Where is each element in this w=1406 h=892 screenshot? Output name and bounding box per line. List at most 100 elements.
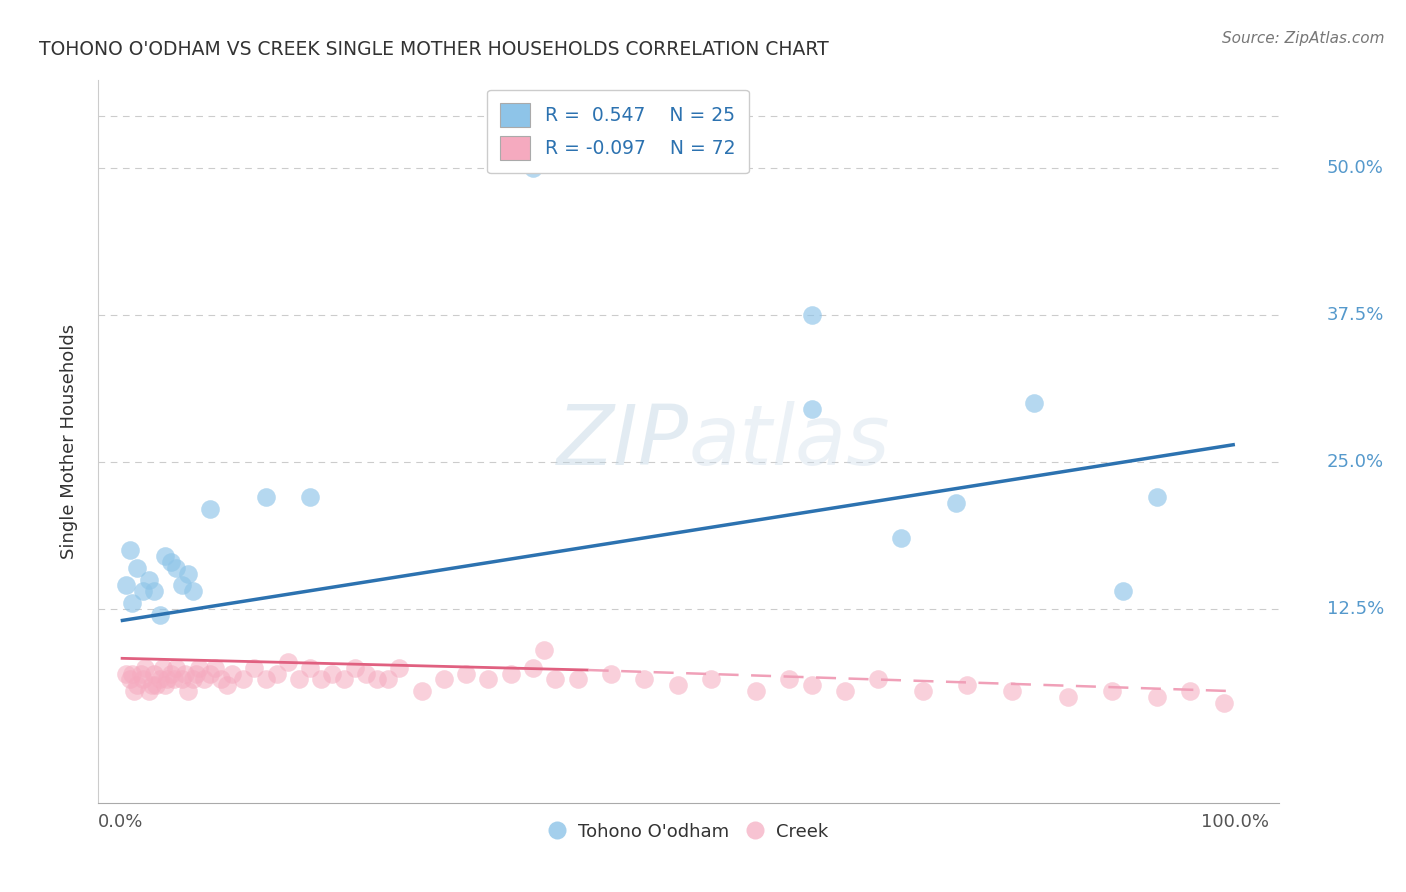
Text: 25.0%: 25.0% — [1327, 453, 1384, 471]
Point — [254, 491, 277, 505]
Point — [522, 661, 544, 675]
Point — [132, 584, 155, 599]
Text: atlas: atlas — [689, 401, 890, 482]
Point — [456, 666, 478, 681]
Point — [181, 673, 204, 687]
Point — [522, 161, 544, 176]
Point — [411, 684, 433, 698]
Point — [198, 666, 221, 681]
Point — [332, 673, 354, 687]
Point — [700, 673, 723, 687]
Text: 12.5%: 12.5% — [1327, 600, 1384, 618]
Point — [1212, 696, 1234, 710]
Point — [477, 673, 499, 687]
Point — [1101, 684, 1123, 698]
Point — [127, 678, 149, 692]
Point — [377, 673, 399, 687]
Point — [1056, 690, 1078, 704]
Point — [388, 661, 411, 675]
Point — [170, 578, 193, 592]
Point — [129, 666, 152, 681]
Point — [567, 673, 589, 687]
Point — [181, 584, 204, 599]
Point — [141, 678, 163, 692]
Point — [138, 573, 160, 587]
Point — [209, 673, 232, 687]
Point — [1112, 584, 1135, 599]
Point — [221, 666, 243, 681]
Point — [800, 678, 823, 692]
Point — [600, 666, 623, 681]
Point — [1024, 396, 1046, 410]
Point — [152, 661, 174, 675]
Point — [834, 684, 856, 698]
Point — [115, 578, 138, 592]
Point — [121, 666, 143, 681]
Point — [243, 661, 266, 675]
Point — [868, 673, 890, 687]
Point — [170, 673, 193, 687]
Point — [321, 666, 343, 681]
Point — [204, 661, 226, 675]
Point — [1001, 684, 1024, 698]
Point — [533, 643, 555, 657]
Point — [160, 666, 183, 681]
Point — [299, 661, 322, 675]
Point — [187, 661, 209, 675]
Point — [121, 596, 143, 610]
Point — [354, 666, 377, 681]
Point — [1146, 690, 1168, 704]
Point — [165, 661, 187, 675]
Point — [1146, 491, 1168, 505]
Point — [145, 678, 167, 692]
Text: 50.0%: 50.0% — [1327, 160, 1384, 178]
Point — [1180, 684, 1202, 698]
Point — [956, 678, 979, 692]
Text: TOHONO O'ODHAM VS CREEK SINGLE MOTHER HOUSEHOLDS CORRELATION CHART: TOHONO O'ODHAM VS CREEK SINGLE MOTHER HO… — [39, 40, 830, 59]
Point — [890, 532, 912, 546]
Point — [911, 684, 934, 698]
Point — [309, 673, 332, 687]
Point — [163, 673, 186, 687]
Point — [232, 673, 254, 687]
Point — [155, 549, 177, 563]
Point — [176, 684, 198, 698]
Point — [254, 673, 277, 687]
Point — [143, 666, 166, 681]
Point — [118, 543, 141, 558]
Point — [138, 684, 160, 698]
Point — [118, 673, 141, 687]
Text: 37.5%: 37.5% — [1327, 306, 1384, 325]
Point — [193, 673, 215, 687]
Point — [132, 673, 155, 687]
Point — [666, 678, 689, 692]
Point — [198, 502, 221, 516]
Point — [499, 666, 522, 681]
Point — [800, 402, 823, 417]
Point — [165, 561, 187, 575]
Point — [122, 684, 145, 698]
Point — [288, 673, 311, 687]
Text: ZIP: ZIP — [557, 401, 689, 482]
Point — [433, 673, 456, 687]
Point — [778, 673, 800, 687]
Point — [544, 673, 567, 687]
Legend: Tohono O'odham, Creek: Tohono O'odham, Creek — [543, 815, 835, 848]
Point — [127, 561, 149, 575]
Point — [134, 661, 156, 675]
Text: Source: ZipAtlas.com: Source: ZipAtlas.com — [1222, 31, 1385, 46]
Point — [633, 673, 655, 687]
Point — [174, 666, 197, 681]
Point — [155, 678, 177, 692]
Y-axis label: Single Mother Households: Single Mother Households — [59, 324, 77, 559]
Point — [745, 684, 768, 698]
Point — [143, 584, 166, 599]
Point — [176, 566, 198, 581]
Point — [149, 607, 172, 622]
Point — [366, 673, 388, 687]
Point — [215, 678, 238, 692]
Point — [160, 555, 183, 569]
Point — [266, 666, 288, 681]
Point — [186, 666, 208, 681]
Point — [149, 673, 172, 687]
